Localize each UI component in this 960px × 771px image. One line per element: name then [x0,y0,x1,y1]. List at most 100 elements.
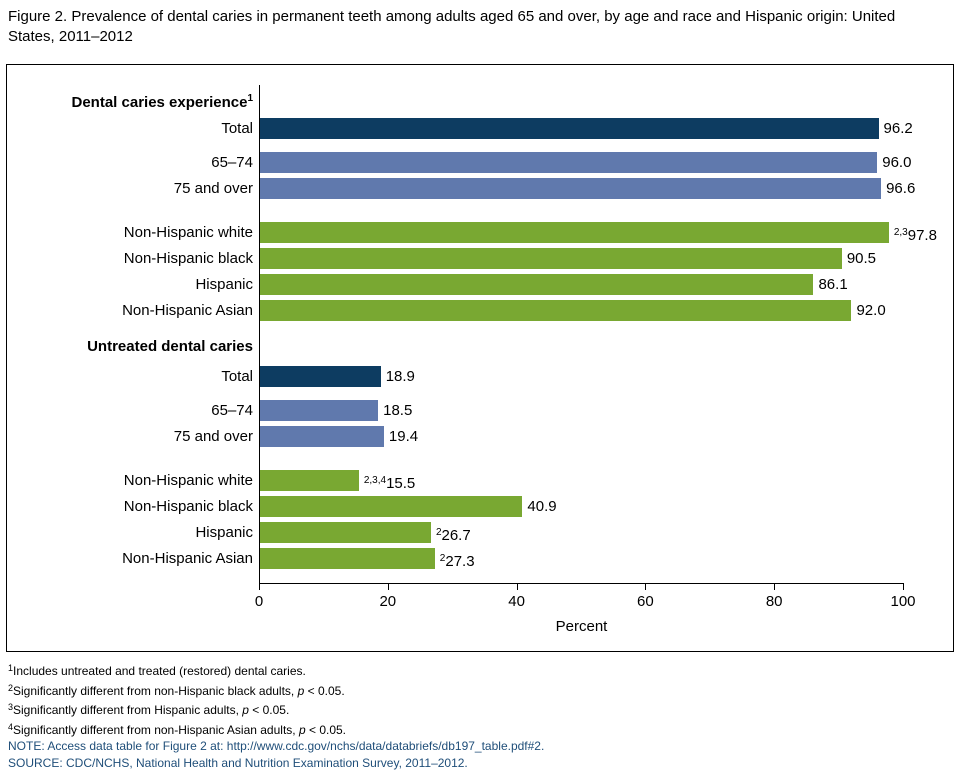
category-label: 75 and over [7,180,259,197]
axis-tick [517,584,518,590]
axis-tick-label: 80 [752,593,796,610]
bar-track: 96.2 [259,118,953,139]
category-label: Hispanic [7,524,259,541]
category-label: Non-Hispanic white [7,224,259,241]
bar-track: 19.4 [259,426,953,447]
axis-tick-label: 40 [495,593,539,610]
bar [259,366,381,387]
bar [259,178,881,199]
source-line: SOURCE: CDC/NCHS, National Health and Nu… [8,755,954,771]
bar-row: Total 18.9 [7,363,953,389]
bar-track: 96.6 [259,178,953,199]
bar-row: Non-Hispanic Asian 227.3 [7,545,953,571]
footnote: 3Significantly different from Hispanic a… [8,699,954,719]
bar-group: Dental caries experience1 Total 96.2 65–74 9… [7,89,953,323]
bar-track: 92.0 [259,300,953,321]
bar-row: Non-Hispanic white 2,3,415.5 [7,467,953,493]
category-label: Non-Hispanic black [7,250,259,267]
value-label: 96.2 [884,118,913,139]
bar-track: 226.7 [259,522,953,543]
bar [259,522,431,543]
chart-area: Dental caries experience1 Total 96.2 65–74 9… [6,64,954,652]
bar-row: Hispanic 86.1 [7,271,953,297]
value-label: 2,3,415.5 [364,470,415,494]
value-label: 226.7 [436,522,471,546]
bar [259,222,889,243]
bar [259,470,359,491]
category-label: Total [7,368,259,385]
bar-row: Non-Hispanic white 2,397.8 [7,219,953,245]
value-label: 92.0 [856,300,885,321]
figure-title: Figure 2. Prevalence of dental caries in… [0,0,918,46]
bar-track: 96.0 [259,152,953,173]
bar-track: 18.5 [259,400,953,421]
bar-track: 2,397.8 [259,222,953,243]
bar [259,426,384,447]
footnote-list: 1Includes untreated and treated (restore… [8,660,954,738]
axis-tick [774,584,775,590]
note-line: NOTE: Access data table for Figure 2 at:… [8,738,954,755]
bar-track: 2,3,415.5 [259,470,953,491]
value-label: 40.9 [527,496,556,517]
bar-row: Total 96.2 [7,115,953,141]
category-label: Non-Hispanic Asian [7,550,259,567]
axis-tick-label: 100 [881,593,925,610]
axis-tick [259,584,260,590]
category-label: Hispanic [7,276,259,293]
category-label: 65–74 [7,402,259,419]
bar-row: Hispanic 226.7 [7,519,953,545]
bar [259,300,851,321]
bar-row: 75 and over 19.4 [7,423,953,449]
value-label: 19.4 [389,426,418,447]
y-axis-line [259,85,260,584]
axis-tick-label: 0 [237,593,281,610]
group-header: Untreated dental caries [7,337,259,357]
value-label: 18.9 [386,366,415,387]
footnote: 4Significantly different from non-Hispan… [8,719,954,739]
axis-tick [645,584,646,590]
value-label: 96.6 [886,178,915,199]
x-axis-line [259,583,904,584]
bar-rows: Dental caries experience1 Total 96.2 65–74 9… [7,89,953,571]
bar-track: 18.9 [259,366,953,387]
category-label: Non-Hispanic white [7,472,259,489]
bar-row: Non-Hispanic Asian 92.0 [7,297,953,323]
bar-row: Non-Hispanic black 40.9 [7,493,953,519]
group-header: Dental caries experience1 [7,89,259,109]
category-label: Non-Hispanic Asian [7,302,259,319]
axis-tick-label: 60 [623,593,667,610]
category-label: Non-Hispanic black [7,498,259,515]
bar [259,400,378,421]
bar-track: 227.3 [259,548,953,569]
footnotes: 1Includes untreated and treated (restore… [8,660,954,771]
bar [259,248,842,269]
bar-row: 65–74 96.0 [7,149,953,175]
category-label: Total [7,120,259,137]
category-label: 75 and over [7,428,259,445]
bar [259,548,435,569]
footnote: 1Includes untreated and treated (restore… [8,660,954,680]
value-label: 90.5 [847,248,876,269]
value-label: 96.0 [882,152,911,173]
footnote: 2Significantly different from non-Hispan… [8,680,954,700]
axis-tick-label: 20 [366,593,410,610]
bar [259,274,813,295]
value-label: 227.3 [440,548,475,572]
bar [259,496,522,517]
bar [259,152,877,173]
bar-track: 90.5 [259,248,953,269]
bar-track: 40.9 [259,496,953,517]
axis-tick [388,584,389,590]
bar-row: Non-Hispanic black 90.5 [7,245,953,271]
category-label: 65–74 [7,154,259,171]
bar [259,118,879,139]
value-label: 2,397.8 [894,222,937,246]
bar-row: 75 and over 96.6 [7,175,953,201]
bar-track: 86.1 [259,274,953,295]
axis-tick [903,584,904,590]
value-label: 86.1 [818,274,847,295]
x-axis-title: Percent [259,618,904,635]
